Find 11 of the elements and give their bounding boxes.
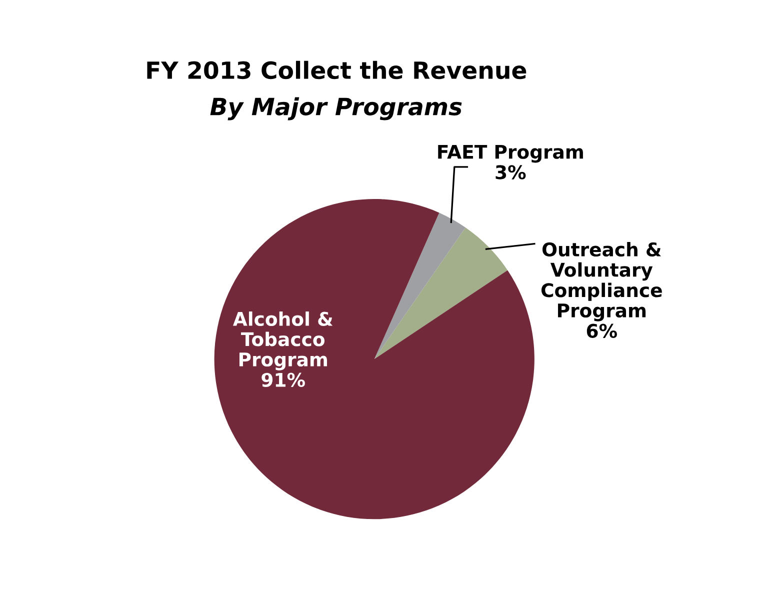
pie-slice [374,227,508,360]
data-label: 91% [262,372,305,387]
data-label: 6% [586,324,617,338]
slice-label: FAET Program [438,144,583,163]
slice-label: Outreach & Voluntary Compliance Program [541,242,662,322]
chart-title: FY 2013 Collect the Revenue [147,60,526,80]
chart-subtitle: By Major Programs [210,97,462,120]
data-label: 3% [496,165,526,180]
pie-slice [374,212,466,360]
pie-slice [214,198,534,520]
slice-label: Alcohol & Tobacco Program [232,311,333,370]
